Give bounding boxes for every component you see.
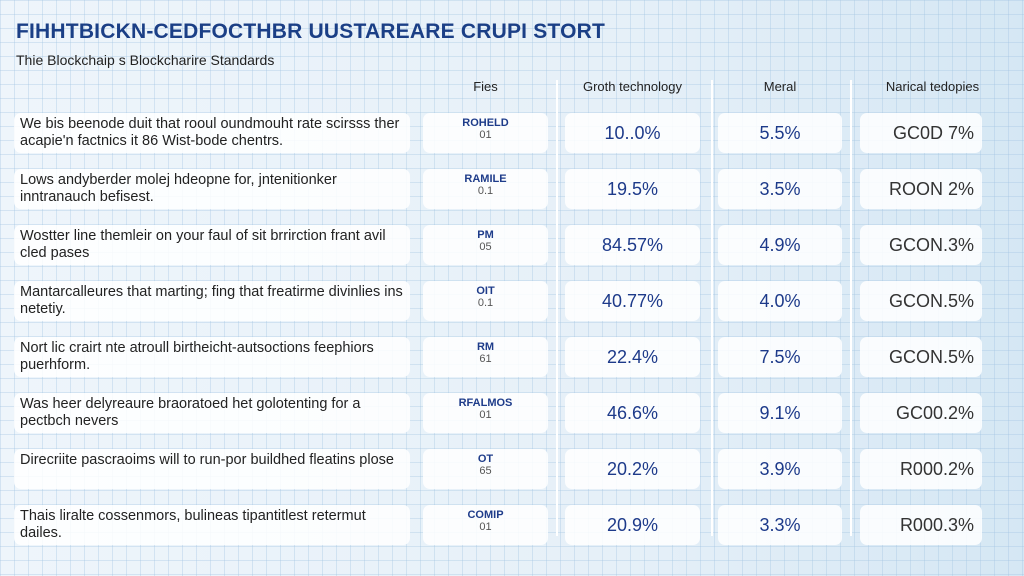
table-row: We bis beenode duit that rooul oundmouht… xyxy=(0,113,1024,161)
row-code: OIT xyxy=(476,285,495,297)
row-code: ROHELD xyxy=(462,117,509,129)
row-code-cell: OT 65 xyxy=(423,449,548,489)
row-description: Nort lic crairt nte atroull birtheicht-a… xyxy=(14,337,410,377)
table-row: Direcriite pascraoims will to run-por bu… xyxy=(0,449,1024,497)
row-narical: R000.3% xyxy=(860,505,982,545)
row-narical: GCON.5% xyxy=(860,281,982,321)
row-code-number: 0.1 xyxy=(477,185,494,197)
row-growth: 40.77% xyxy=(565,281,700,321)
table-row: Mantarcalleures that marting; fing that … xyxy=(0,281,1024,329)
row-narical: R000.2% xyxy=(860,449,982,489)
row-code-cell: RAMILE 0.1 xyxy=(423,169,548,209)
row-code-number: 61 xyxy=(479,353,492,365)
row-code-number: 01 xyxy=(479,521,492,533)
row-narical: GC0D 7% xyxy=(860,113,982,153)
table-row: Nort lic crairt nte atroull birtheicht-a… xyxy=(0,337,1024,385)
table-row: Thais liralte cossenmors, bulineas tipan… xyxy=(0,505,1024,553)
header-growth: Groth technology xyxy=(582,79,682,94)
table-row: Was heer delyreaure braoratoed het golot… xyxy=(0,393,1024,441)
column-divider xyxy=(711,80,713,536)
row-code-cell: RM 61 xyxy=(423,337,548,377)
row-description: Was heer delyreaure braoratoed het golot… xyxy=(14,393,410,433)
row-description: Wostter line themleir on your faul of si… xyxy=(14,225,410,265)
table-row: Wostter line themleir on your faul of si… xyxy=(0,225,1024,273)
row-narical: ROON 2% xyxy=(860,169,982,209)
page-subtitle: Thie Blockchaip s Blockcharire Standards xyxy=(16,52,275,68)
row-code-number: 01 xyxy=(479,409,492,421)
row-growth: 84.57% xyxy=(565,225,700,265)
table-row: Lows andyberder molej hdeopne for, jnten… xyxy=(0,169,1024,217)
row-code: RAMILE xyxy=(464,173,507,185)
row-description: We bis beenode duit that rooul oundmouht… xyxy=(14,113,410,153)
row-meral: 3.3% xyxy=(718,505,842,545)
row-code-number: 05 xyxy=(479,241,492,253)
row-meral: 4.0% xyxy=(718,281,842,321)
row-code-cell: OIT 0.1 xyxy=(423,281,548,321)
row-narical: GC00.2% xyxy=(860,393,982,433)
row-growth: 10..0% xyxy=(565,113,700,153)
row-code: PM xyxy=(477,229,494,241)
row-growth: 46.6% xyxy=(565,393,700,433)
row-growth: 22.4% xyxy=(565,337,700,377)
row-code-cell: RFALMOS 01 xyxy=(423,393,548,433)
row-code-number: 0.1 xyxy=(477,297,494,309)
row-code: OT xyxy=(477,453,494,465)
row-code: RFALMOS xyxy=(458,397,513,409)
column-divider xyxy=(556,80,558,536)
row-code-number: 65 xyxy=(479,465,492,477)
row-description: Mantarcalleures that marting; fing that … xyxy=(14,281,410,321)
row-description: Thais liralte cossenmors, bulineas tipan… xyxy=(14,505,410,545)
row-meral: 5.5% xyxy=(718,113,842,153)
header-narical: Narical tedopies xyxy=(885,79,980,94)
page-title: FIHHTBICKN-CEDFOCTHBR UUSTAREARE CRUPI S… xyxy=(16,20,606,43)
row-code-number: 01 xyxy=(479,129,492,141)
row-narical: GCON.3% xyxy=(860,225,982,265)
row-growth: 20.2% xyxy=(565,449,700,489)
row-meral: 7.5% xyxy=(718,337,842,377)
row-description: Lows andyberder molej hdeopne for, jnten… xyxy=(14,169,410,209)
row-code: RM xyxy=(476,341,495,353)
header-fies: Fies xyxy=(473,79,498,94)
row-meral: 3.9% xyxy=(718,449,842,489)
row-code: COMIP xyxy=(467,509,504,521)
row-meral: 9.1% xyxy=(718,393,842,433)
row-meral: 4.9% xyxy=(718,225,842,265)
row-meral: 3.5% xyxy=(718,169,842,209)
header-meral: Meral xyxy=(763,79,797,94)
row-code-cell: PM 05 xyxy=(423,225,548,265)
row-code-cell: ROHELD 01 xyxy=(423,113,548,153)
row-narical: GCON.5% xyxy=(860,337,982,377)
row-growth: 20.9% xyxy=(565,505,700,545)
row-growth: 19.5% xyxy=(565,169,700,209)
row-code-cell: COMIP 01 xyxy=(423,505,548,545)
column-divider xyxy=(850,80,852,536)
row-description: Direcriite pascraoims will to run-por bu… xyxy=(14,449,410,489)
